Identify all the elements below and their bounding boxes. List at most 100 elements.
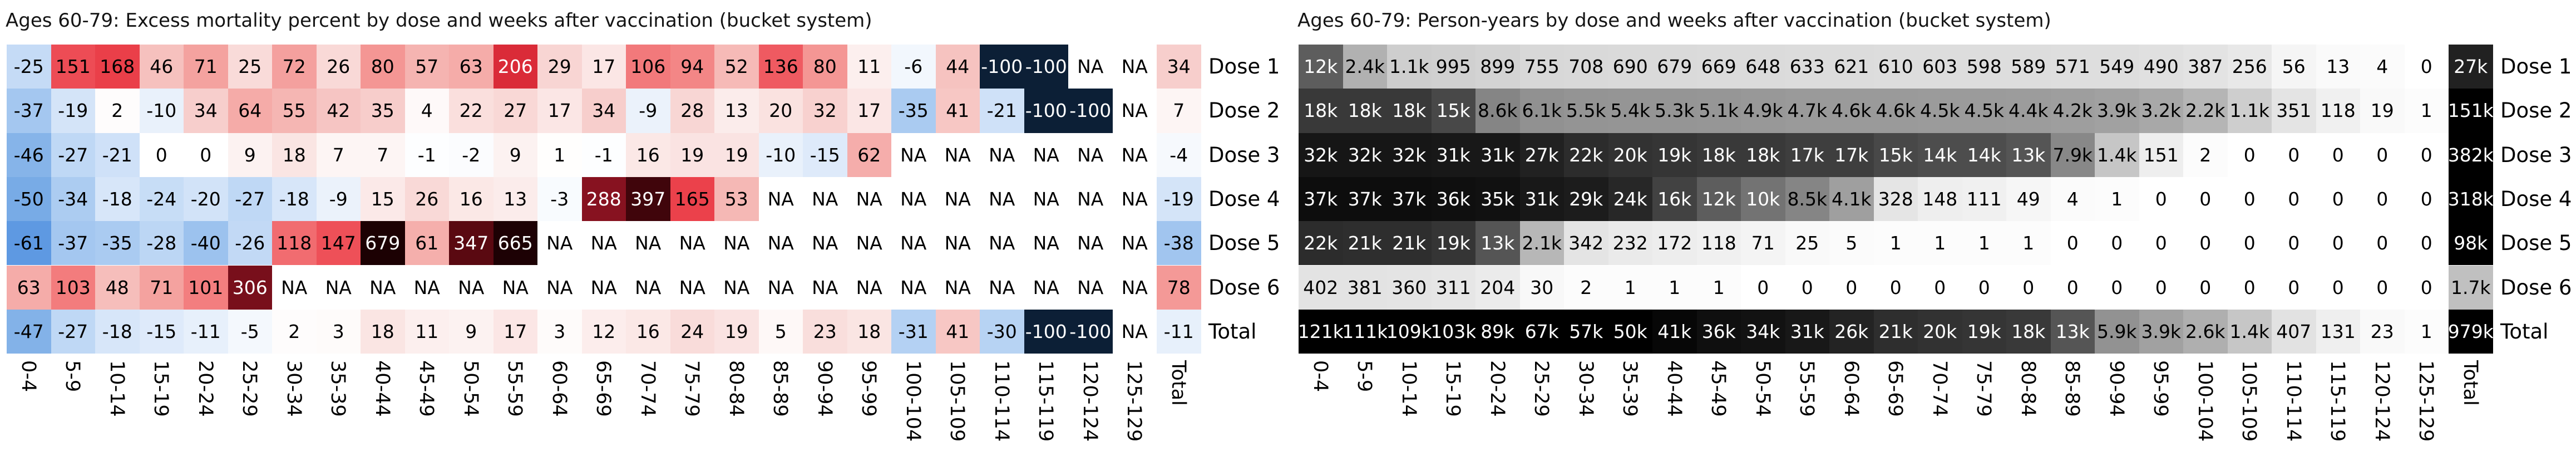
heatmap-cell: 8.5k	[1785, 177, 1829, 222]
heatmap-cell: 13	[493, 177, 537, 222]
column-label: 10-14	[1387, 357, 1432, 451]
heatmap-cell: 1.4k	[2095, 133, 2139, 177]
column-label-text: 115-119	[1034, 360, 1057, 442]
heatmap-cell: 18	[847, 309, 891, 354]
heatmap-cell: 71	[1741, 221, 1785, 266]
row-label: Dose 2	[2500, 99, 2572, 123]
column-label: 75-79	[1962, 357, 2007, 451]
heatmap-cell: 16k	[1652, 177, 1697, 222]
heatmap-cell: -25	[7, 45, 51, 89]
heatmap-cell: NA	[935, 265, 980, 310]
heatmap-cell: -10	[139, 89, 184, 133]
heatmap-cell: NA	[626, 265, 670, 310]
heatmap-cell: 603	[1918, 45, 1962, 89]
heatmap-cell: 0	[2404, 177, 2449, 222]
heatmap-cell: -40	[184, 221, 228, 266]
heatmap-cell: NA	[980, 177, 1024, 222]
heatmap-cell: 18k	[1343, 89, 1387, 133]
column-label-text: 40-44	[371, 360, 393, 417]
heatmap-cell: 72	[272, 45, 317, 89]
heatmap-cell: 0	[2227, 265, 2272, 310]
column-label: 65-69	[582, 357, 626, 451]
heatmap-cell: 67k	[1519, 309, 1564, 354]
heatmap-cell: 1	[1962, 221, 2006, 266]
heatmap-cell: 5.4k	[1608, 89, 1652, 133]
heatmap-cell: 351	[2272, 89, 2316, 133]
heatmap-cell: 3.2k	[2139, 89, 2183, 133]
column-label: 100-104	[2183, 357, 2228, 451]
heatmap-cell: 101	[184, 265, 228, 310]
column-label-text: 120-124	[2370, 360, 2393, 442]
heatmap-cell: 29	[537, 45, 582, 89]
heatmap-cell: NA	[670, 221, 714, 266]
heatmap-cell: 26	[404, 177, 449, 222]
row-label: Dose 6	[2500, 275, 2572, 300]
heatmap-cell: 151k	[2448, 89, 2494, 133]
column-label: 60-64	[537, 357, 582, 451]
heatmap-cell: -1	[581, 133, 626, 177]
heatmap-cell: 32k	[1343, 133, 1387, 177]
heatmap-cell: 5.3k	[1652, 89, 1697, 133]
heatmap-cell: 19	[714, 133, 759, 177]
column-label-text: 20-24	[194, 360, 216, 417]
column-label-text: 60-64	[1839, 360, 1862, 417]
heatmap-cell: NA	[980, 265, 1024, 310]
heatmap-cell: 402	[1299, 265, 1343, 310]
heatmap-cell: 0	[2272, 221, 2316, 266]
row-label: Dose 2	[1208, 99, 1280, 123]
column-label-text: 80-84	[724, 360, 747, 417]
heatmap-cell: 0	[2227, 221, 2272, 266]
heatmap-cell: 148	[1918, 177, 1962, 222]
heatmap-cell: 18k	[1387, 89, 1432, 133]
heatmap-cell: 27k	[2449, 45, 2493, 89]
heatmap-cell: 4.2k	[2050, 89, 2095, 133]
heatmap-cell: 19	[714, 309, 759, 354]
heatmap-cell: 610	[1873, 45, 1918, 89]
heatmap-cell: 61	[404, 221, 449, 266]
heatmap-cell: 37k	[1387, 177, 1432, 222]
heatmap-cell: 41	[935, 89, 980, 133]
column-label: 15-19	[1432, 357, 1476, 451]
heatmap-cell: NA	[758, 221, 803, 266]
column-label-text: 40-44	[1662, 360, 1685, 417]
heatmap-cell: 46	[139, 45, 184, 89]
column-label: 115-119	[2316, 357, 2361, 451]
column-label-text: 95-99	[2149, 360, 2172, 417]
heatmap-cell: 19k	[1431, 221, 1475, 266]
heatmap-cell: 1	[2006, 221, 2051, 266]
column-label: 80-84	[2006, 357, 2051, 451]
column-label: 95-99	[847, 357, 892, 451]
heatmap-cell: 12k	[1299, 45, 1343, 89]
heatmap-cell: 0	[2360, 177, 2405, 222]
column-label: 25-29	[1520, 357, 1565, 451]
column-label-text: 90-94	[813, 360, 836, 417]
heatmap-cell: -18	[272, 177, 317, 222]
row-label: Dose 5	[2500, 231, 2572, 256]
heatmap-cell: 31k	[1431, 133, 1475, 177]
heatmap-cell: 1	[2404, 89, 2449, 133]
heatmap-cell: NA	[847, 221, 891, 266]
heatmap-cell: NA	[935, 133, 980, 177]
heatmap-cell: 342	[1564, 221, 1608, 266]
heatmap-cell: -11	[184, 309, 228, 354]
column-label-text: 55-59	[1795, 360, 1818, 417]
heatmap-cell: 4.5k	[1918, 89, 1962, 133]
heatmap-cell: 24k	[1608, 177, 1652, 222]
heatmap-cell: 94	[670, 45, 714, 89]
heatmap-cell: -28	[139, 221, 184, 266]
heatmap-cell: 2.4k	[1343, 45, 1387, 89]
heatmap-cell: NA	[803, 265, 847, 310]
heatmap-cell: 78	[1157, 265, 1201, 310]
heatmap-cell: -2	[449, 133, 494, 177]
heatmap-cell: 26	[316, 45, 361, 89]
heatmap-cell: 4	[404, 89, 449, 133]
heatmap-cell: 18	[361, 309, 405, 354]
heatmap-cell: -100	[1068, 89, 1113, 133]
heatmap-cell: 407	[2272, 309, 2316, 354]
heatmap-cell: 9	[228, 133, 272, 177]
person-years-title: Ages 60-79: Person-years by dose and wee…	[1297, 9, 2051, 32]
heatmap-cell: 17	[581, 45, 626, 89]
heatmap-cell: 37k	[1299, 177, 1343, 222]
heatmap-cell: 5	[758, 309, 803, 354]
heatmap-cell: 206	[493, 45, 537, 89]
